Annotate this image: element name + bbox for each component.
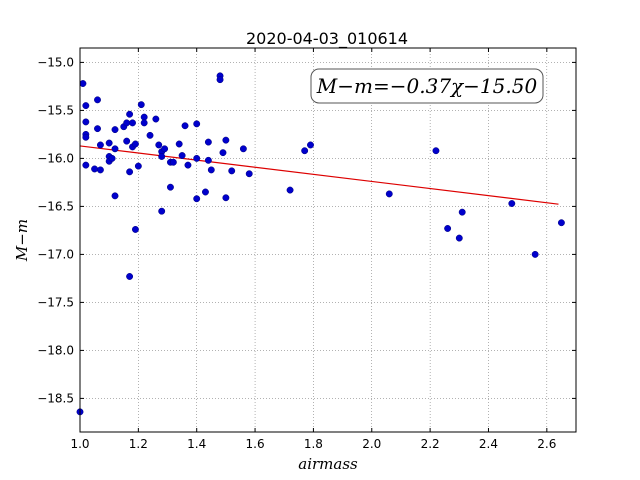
data-point [307,141,314,149]
data-point [219,149,227,157]
data-point [126,168,134,176]
data-point [222,194,230,202]
data-point [222,136,230,144]
data-point [131,140,139,148]
data-point [123,137,131,145]
data-point [140,113,148,121]
data-point [184,161,192,169]
data-point [111,126,119,134]
y-axis-label: M−m [13,219,31,262]
data-point [108,154,116,162]
y-tick-label: −15.5 [37,103,74,117]
data-point [155,141,163,149]
data-point [169,158,177,166]
x-tick-label: 2.6 [537,437,556,451]
chart-title: 2020-04-03_010614 [246,29,408,49]
data-point [82,102,90,110]
data-point [444,225,452,232]
data-point [228,167,236,175]
data-point [105,139,113,147]
data-point [204,138,212,146]
data-point [79,80,87,87]
plot-frame [79,47,577,433]
fit-equation-annotation: M−m=−0.37χ−15.50 [310,68,544,104]
data-point [432,147,440,155]
data-point [91,165,99,173]
data-point [178,152,186,159]
data-point [286,186,294,194]
data-point [111,145,119,153]
x-tick-label: 1.0 [70,437,89,451]
data-point [158,153,166,160]
data-point [193,154,201,162]
data-point [158,207,166,215]
y-tick-label: −17.0 [37,247,74,261]
data-point [134,162,142,170]
data-point [557,219,565,227]
x-tick-label: 1.6 [246,437,265,451]
data-point [96,141,104,149]
y-tick-label: −18.5 [37,391,74,405]
data-point [458,208,466,216]
y-tick-label: −16.5 [37,199,74,213]
data-point [137,101,145,109]
data-point [531,250,539,258]
x-tick-label: 1.2 [129,437,148,451]
axis-ticks: 1.0 1.2 1.4 1.6 1.8 2.0 2.2 2.4 2.6 −15.0 −15.5 −16… [37,48,576,451]
data-point [508,200,516,207]
data-point [216,76,224,84]
grid-lines [79,48,576,432]
x-tick-label: 1.8 [304,437,323,451]
data-point [146,131,154,139]
x-tick-label: 2.2 [421,437,440,451]
data-point [131,225,139,233]
x-tick-label: 1.4 [187,437,206,451]
data-point [301,147,309,155]
y-tick-label: −17.5 [37,295,74,309]
x-tick-label: 2.4 [479,437,498,451]
data-point [123,119,131,127]
data-point [166,183,174,191]
data-point [126,110,134,118]
data-point [152,115,160,123]
y-tick-label: −15.0 [37,55,74,69]
data-point [239,145,247,153]
data-point [129,119,136,127]
data-point [181,122,189,130]
data-point [193,120,201,128]
x-tick-label: 2.0 [362,437,381,451]
fit-line-layer [79,145,559,205]
data-point [140,119,148,127]
annotation-box [310,68,544,104]
data-point [202,188,209,196]
data-point [94,96,101,104]
annotation-text: M−m=−0.37χ−15.50 [316,74,538,98]
data-point [82,118,90,126]
x-axis-label: airmass [298,455,358,473]
data-point [245,170,253,178]
y-tick-label: −16.0 [37,151,74,165]
fit-line [79,145,559,205]
data-point [126,273,134,280]
data-point [207,166,215,174]
data-point [82,133,90,141]
data-point [111,192,119,200]
data-point [96,166,104,174]
data-point [193,195,201,203]
data-points [76,72,565,416]
data-point [175,140,183,148]
data-point [82,161,90,169]
data-point [94,125,101,133]
data-point [204,156,212,164]
data-point [455,234,463,242]
data-point [161,145,169,153]
y-tick-label: −18.0 [37,343,74,357]
data-point [385,190,393,198]
